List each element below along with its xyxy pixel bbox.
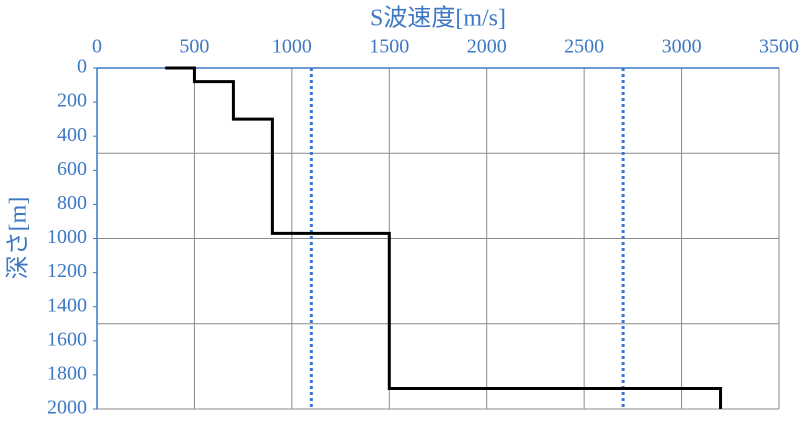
y-tick-label: 1200 — [47, 260, 87, 282]
chart-title: S波速度[m/s] — [370, 5, 506, 32]
y-tick-label: 800 — [57, 192, 87, 214]
y-tick-label: 1800 — [47, 362, 87, 384]
y-tick-label: 2000 — [47, 397, 87, 419]
x-tick-label: 0 — [92, 36, 102, 58]
x-tick-label: 3000 — [662, 36, 702, 58]
x-tick-label: 1000 — [272, 36, 312, 58]
y-tick-label: 1400 — [47, 294, 87, 316]
x-tick-label: 2000 — [467, 36, 507, 58]
y-tick-label: 1600 — [47, 328, 87, 350]
y-tick-label: 1000 — [47, 226, 87, 248]
y-tick-label: 600 — [57, 158, 87, 180]
x-tick-label: 2500 — [564, 36, 604, 58]
y-axis-label: 深さ[m] — [5, 197, 32, 280]
x-tick-label: 1500 — [369, 36, 409, 58]
y-tick-label: 400 — [57, 124, 87, 146]
y-tick-label: 200 — [57, 90, 87, 112]
x-tick-label: 3500 — [759, 36, 799, 58]
x-tick-label: 500 — [179, 36, 209, 58]
y-tick-label: 0 — [77, 56, 87, 78]
data-line — [165, 66, 723, 409]
